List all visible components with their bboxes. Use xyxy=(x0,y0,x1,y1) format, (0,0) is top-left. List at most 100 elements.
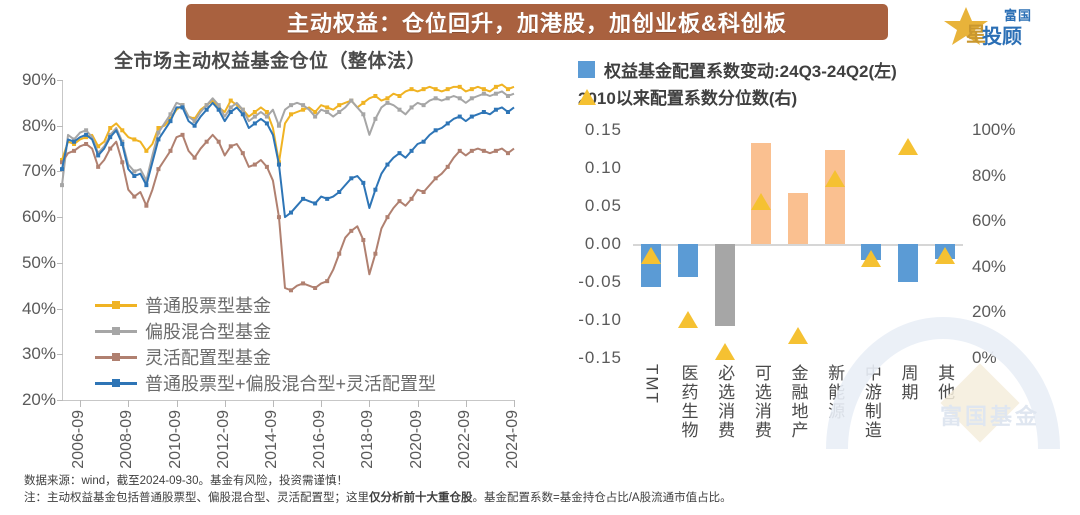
left-x-tick: 2018-09 xyxy=(359,410,377,469)
line-marker xyxy=(216,105,221,110)
line-marker xyxy=(457,148,462,153)
line-marker xyxy=(252,121,257,126)
line-marker xyxy=(325,196,330,201)
line-marker xyxy=(108,132,113,137)
line-marker xyxy=(481,148,486,153)
left-x-tickmark xyxy=(465,400,467,407)
line-marker xyxy=(132,194,137,199)
line-series xyxy=(61,101,515,219)
line-marker xyxy=(409,196,414,201)
left-x-tickmark xyxy=(176,400,178,407)
line-marker xyxy=(156,130,161,135)
line-marker xyxy=(240,107,245,112)
line-marker xyxy=(349,176,354,181)
left-y-tickmark xyxy=(57,262,63,264)
line-marker xyxy=(409,87,414,92)
line-marker xyxy=(60,158,64,162)
line-marker xyxy=(108,135,113,140)
legend-item: 2010以来配置系数分位数(右) xyxy=(578,83,897,110)
legend-item: 普通股票型+偏股混合型+灵活配置型 xyxy=(95,370,436,396)
left-x-tick: 2022-09 xyxy=(455,410,473,469)
logo-line2: 投顾 xyxy=(982,26,1022,48)
left-y-tick: 40% xyxy=(21,298,56,318)
line-marker xyxy=(132,169,137,174)
footer-note-pre: 注：主动权益基金包括普通股票型、偏股混合型、灵活配置型；这里 xyxy=(24,492,369,504)
line-marker xyxy=(216,107,221,112)
line-marker xyxy=(289,288,294,293)
line-marker xyxy=(144,178,149,183)
line-marker xyxy=(180,103,185,108)
line-marker xyxy=(120,128,125,133)
line-marker xyxy=(301,103,306,108)
left-y-axis xyxy=(62,80,63,400)
line-marker xyxy=(204,103,209,108)
left-x-tick: 2012-09 xyxy=(214,410,232,469)
right-right-axis-tick: 40% xyxy=(972,256,1007,276)
line-marker xyxy=(457,96,462,101)
line-marker xyxy=(313,201,318,206)
line-marker xyxy=(96,153,101,158)
line-marker xyxy=(421,139,426,144)
left-y-tick: 30% xyxy=(21,344,56,364)
line-marker xyxy=(481,91,486,96)
right-right-axis-tick: 20% xyxy=(972,302,1007,322)
line-marker xyxy=(373,187,378,192)
left-x-tick: 2016-09 xyxy=(311,410,329,469)
line-marker xyxy=(325,279,330,284)
line-marker xyxy=(493,148,498,153)
line-marker xyxy=(325,110,330,114)
right-zero-line xyxy=(633,244,963,246)
line-marker xyxy=(397,107,402,112)
line-marker xyxy=(156,167,161,172)
left-y-tickmark xyxy=(57,308,63,310)
line-marker xyxy=(144,183,149,188)
left-x-tickmark xyxy=(224,400,226,407)
category-label: 可选消费 xyxy=(751,364,771,440)
left-y-tick: 20% xyxy=(21,390,56,409)
line-marker xyxy=(397,199,402,204)
percentile-marker xyxy=(934,247,955,265)
line-marker xyxy=(469,114,474,119)
legend-item: 偏股混合型基金 xyxy=(95,318,436,344)
line-marker xyxy=(325,105,330,110)
line-marker xyxy=(337,251,342,256)
bar xyxy=(714,244,735,327)
fund-position-line-chart: 全市场主动权益基金仓位（整体法） 20% 30% 40% 50% 60% 70% 80% 90… xyxy=(0,42,540,469)
allocation-coefficient-chart: 权益基金配置系数变动:24Q3-24Q2(左) 2010以来配置系数分位数(右) … xyxy=(548,42,1080,467)
line-marker xyxy=(252,110,257,114)
footer-notes: 数据来源：wind，截至2024-09-30。基金有风险，投资需谨慎！ 注：主动… xyxy=(24,473,1064,507)
line-marker xyxy=(240,151,245,156)
line-marker xyxy=(276,162,281,167)
left-y-tickmark xyxy=(57,354,63,356)
right-left-axis-tick: -0.15 xyxy=(578,348,622,367)
line-marker xyxy=(289,112,294,117)
line-marker xyxy=(264,164,269,169)
left-x-tick: 2020-09 xyxy=(407,410,425,469)
line-marker xyxy=(276,215,281,220)
line-marker xyxy=(132,137,137,142)
left-x-tick: 2008-09 xyxy=(118,410,136,469)
line-marker xyxy=(192,119,197,124)
line-marker xyxy=(216,103,221,108)
line-marker xyxy=(445,121,450,126)
line-marker xyxy=(132,174,137,178)
line-marker xyxy=(60,160,64,165)
left-y-tick: 70% xyxy=(21,161,56,181)
line-marker xyxy=(361,100,366,105)
left-y-tickmark xyxy=(57,125,63,127)
category-label: 金融地产 xyxy=(788,364,808,440)
line-marker xyxy=(457,114,462,119)
line-marker xyxy=(505,94,510,98)
line-marker xyxy=(289,103,294,108)
left-chart-plot-area xyxy=(60,83,515,293)
category-label: TMT xyxy=(642,364,662,405)
percentile-marker xyxy=(788,327,808,345)
line-marker xyxy=(373,251,378,256)
line-marker xyxy=(409,105,414,110)
line-marker xyxy=(445,87,450,92)
line-marker xyxy=(192,116,197,121)
line-marker xyxy=(313,114,318,119)
left-x-tickmark xyxy=(417,400,419,407)
line-marker xyxy=(505,151,510,156)
legend-square-icon xyxy=(578,61,595,78)
